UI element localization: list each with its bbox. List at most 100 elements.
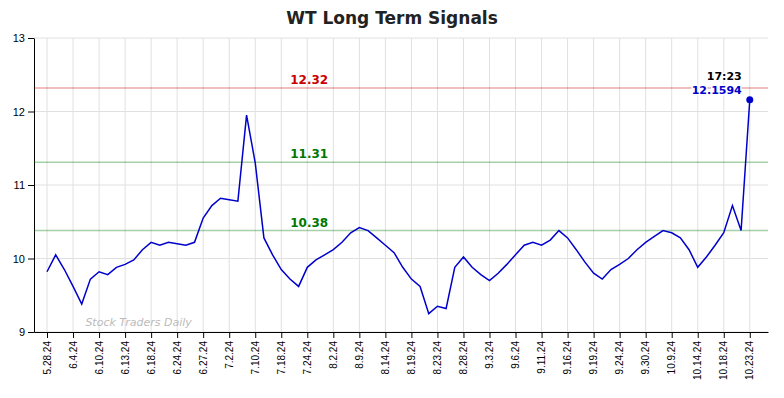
x-tick: 10.14.24 (692, 332, 703, 380)
x-tick: 8.28.24 (458, 332, 469, 374)
grid-line-x (697, 38, 698, 332)
x-tick-label: 6.10.24 (94, 341, 105, 375)
x-tick-label: 8.23.24 (432, 341, 443, 375)
x-tick: 8.9.24 (354, 332, 365, 369)
last-point (746, 96, 753, 103)
x-tick-mark (750, 332, 751, 338)
grid-line-y (34, 111, 768, 112)
reference-label: 11.31 (290, 147, 328, 161)
x-tick-label: 7.10.24 (250, 341, 261, 375)
grid-line-x (229, 38, 230, 332)
x-tick-label: 9.16.24 (562, 341, 573, 375)
x-tick: 6.18.24 (146, 332, 157, 374)
x-tick-label: 9.19.24 (588, 341, 599, 375)
x-tick-mark (568, 332, 569, 338)
x-tick-mark (672, 332, 673, 338)
x-tick: 9.16.24 (562, 332, 573, 374)
grid-line-x (437, 38, 438, 332)
x-tick-mark (151, 332, 152, 338)
grid-line-x (463, 38, 464, 332)
x-tick-label: 5.28.24 (42, 341, 53, 375)
grid-line-x (515, 38, 516, 332)
x-tick: 8.14.24 (380, 332, 391, 374)
grid-line-x (255, 38, 256, 332)
y-tick-label: 11 (14, 179, 25, 191)
grid-line-x (619, 38, 620, 332)
x-tick: 9.3.24 (484, 332, 495, 369)
grid-line-x (411, 38, 412, 332)
x-tick-label: 10.9.24 (666, 341, 677, 375)
x-tick-mark (47, 332, 48, 338)
x-tick: 7.18.24 (276, 332, 287, 374)
x-axis-line (35, 332, 769, 333)
x-tick-label: 9.11.24 (536, 341, 547, 374)
y-tick-mark (28, 259, 34, 260)
y-tick: 13 (13, 32, 34, 44)
grid-line-y (34, 258, 768, 259)
grid-line-x (489, 38, 490, 332)
chart: 5.28.246.4.246.10.246.13.246.18.246.24.2… (0, 0, 784, 398)
x-tick-mark (307, 332, 308, 338)
reference-label: 12.32 (290, 73, 328, 87)
plot-area (34, 88, 768, 314)
x-tick-label: 6.4.24 (68, 341, 79, 369)
grid-line-x (593, 38, 594, 332)
x-tick-label: 10.14.24 (692, 341, 703, 380)
grid-line-y (34, 332, 768, 333)
x-tick-label: 7.24.24 (302, 341, 313, 375)
reference-line (34, 161, 768, 163)
x-tick: 6.13.24 (120, 332, 131, 374)
x-tick-label: 6.27.24 (198, 341, 209, 375)
y-tick-mark (28, 38, 34, 39)
reference-line (34, 230, 768, 232)
x-tick-label: 8.2.24 (328, 341, 339, 369)
x-tick-mark (411, 332, 412, 338)
reference-label: 10.38 (290, 216, 328, 230)
x-tick-mark (646, 332, 647, 338)
annotation: 17:23 (707, 70, 742, 83)
y-tick-label: 10 (13, 253, 25, 265)
x-tick-mark (359, 332, 360, 338)
x-tick-mark (99, 332, 100, 338)
x-tick-mark (463, 332, 464, 338)
grid-line-y (34, 185, 768, 186)
x-tick: 7.2.24 (224, 332, 235, 369)
x-tick: 7.10.24 (250, 332, 261, 374)
grid-line-x (749, 38, 750, 332)
y-tick-mark (28, 112, 34, 113)
y-tick-label: 13 (13, 32, 25, 44)
y-tick-label: 12 (13, 106, 25, 118)
grid-line-x (645, 38, 646, 332)
grid-line-x (177, 38, 178, 332)
title: WT Long Term Signals (286, 8, 498, 28)
x-tick-label: 9.24.24 (614, 341, 625, 375)
grid-line-x (385, 38, 386, 332)
y-tick-mark (28, 185, 34, 186)
x-tick-mark (516, 332, 517, 338)
x-tick: 8.23.24 (432, 332, 443, 374)
x-tick-label: 9.30.24 (640, 341, 651, 375)
x-tick-label: 7.18.24 (276, 341, 287, 375)
grid (34, 38, 768, 332)
x-tick-label: 8.9.24 (354, 341, 365, 369)
grid-line-y (34, 38, 768, 39)
x-tick-mark (698, 332, 699, 338)
x-tick: 8.2.24 (328, 332, 339, 369)
grid-line-x (203, 38, 204, 332)
grid-line-x (567, 38, 568, 332)
x-tick-mark (542, 332, 543, 338)
grid-line-x (359, 38, 360, 332)
x-tick-mark (385, 332, 386, 338)
x-tick-mark (203, 332, 204, 338)
grid-line-x (47, 38, 48, 332)
x-tick-mark (437, 332, 438, 338)
x-tick-mark (73, 332, 74, 338)
x-tick-label: 8.14.24 (380, 341, 391, 375)
x-tick-label: 6.18.24 (146, 341, 157, 375)
x-tick: 10.18.24 (718, 332, 729, 380)
x-tick: 10.9.24 (666, 332, 677, 374)
annotation: 12.1594 (692, 84, 742, 97)
x-tick: 10.23.24 (744, 332, 755, 380)
x-tick: 7.24.24 (302, 332, 313, 374)
x-axis: 5.28.246.4.246.10.246.13.246.18.246.24.2… (35, 332, 769, 380)
